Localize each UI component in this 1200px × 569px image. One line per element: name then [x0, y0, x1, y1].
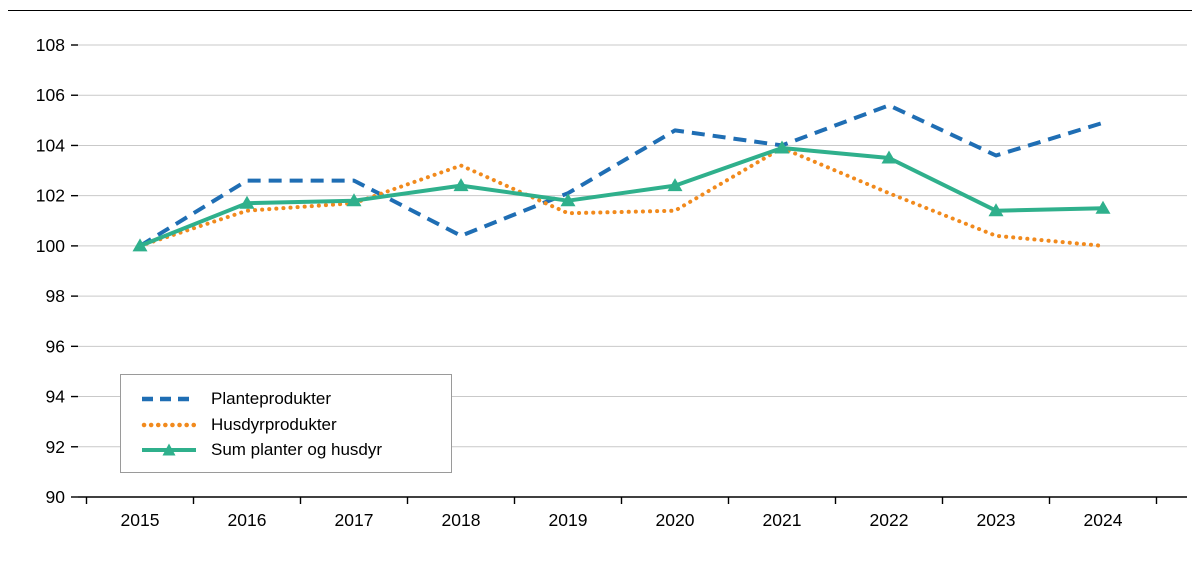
triangle-marker-icon — [346, 193, 362, 207]
legend-sample-solid-triangle — [142, 443, 196, 456]
triangle-marker-icon — [453, 178, 469, 192]
legend-item-husdyrprodukter: Husdyrprodukter — [141, 413, 451, 437]
triangle-marker-icon — [881, 150, 897, 164]
legend: Planteprodukter Husdyrprodukter Sum plan… — [120, 374, 452, 473]
y-tick-label: 96 — [46, 336, 65, 356]
x-tick-label: 2022 — [870, 510, 909, 530]
x-tick-label: 2015 — [121, 510, 160, 530]
triangle-marker-icon — [988, 203, 1004, 217]
y-tick-label: 92 — [46, 437, 65, 457]
x-tick-label: 2019 — [549, 510, 588, 530]
legend-label-planteprodukter: Planteprodukter — [211, 389, 332, 408]
y-tick-label: 90 — [46, 487, 66, 507]
legend-label-husdyrprodukter: Husdyrprodukter — [211, 414, 337, 434]
y-tick-label: 100 — [36, 236, 65, 256]
series-line-sum-planter-og-husdyr — [139, 146, 1104, 248]
legend-sample-dotted — [141, 422, 197, 427]
triangle-marker-icon — [774, 140, 790, 154]
y-tick-label: 102 — [36, 186, 65, 206]
triangle-marker-icon — [132, 238, 148, 252]
triangle-marker-icon — [1095, 200, 1111, 214]
y-tick-label: 108 — [36, 35, 65, 55]
y-tick-label: 98 — [46, 286, 65, 306]
legend-label-sum-planter-og-husdyr: Sum planter og husdyr — [211, 440, 383, 459]
y-tick-label: 104 — [36, 135, 65, 155]
triangle-marker-icon — [560, 193, 576, 207]
legend-triangle-marker-icon — [162, 443, 176, 456]
triangle-marker-icon — [667, 178, 683, 192]
x-tick-label: 2021 — [763, 510, 802, 530]
legend-item-planteprodukter: Planteprodukter — [141, 387, 451, 411]
x-tick-label: 2020 — [656, 510, 695, 530]
series-line-husdyrprodukter — [138, 146, 1105, 248]
x-tick-label: 2017 — [335, 510, 374, 530]
y-tick-label: 94 — [46, 387, 66, 407]
y-tick-label: 106 — [36, 85, 65, 105]
legend-sample-dashed — [142, 396, 196, 402]
x-tick-label: 2024 — [1084, 510, 1123, 530]
top-rule-line — [8, 10, 1192, 11]
x-tick-label: 2016 — [228, 510, 267, 530]
legend-item-sum-planter-og-husdyr: Sum planter og husdyr — [141, 438, 451, 462]
triangle-marker-icon — [239, 195, 255, 209]
x-tick-label: 2018 — [442, 510, 481, 530]
x-tick-label: 2023 — [977, 510, 1016, 530]
series-line-planteprodukter — [138, 103, 1104, 248]
